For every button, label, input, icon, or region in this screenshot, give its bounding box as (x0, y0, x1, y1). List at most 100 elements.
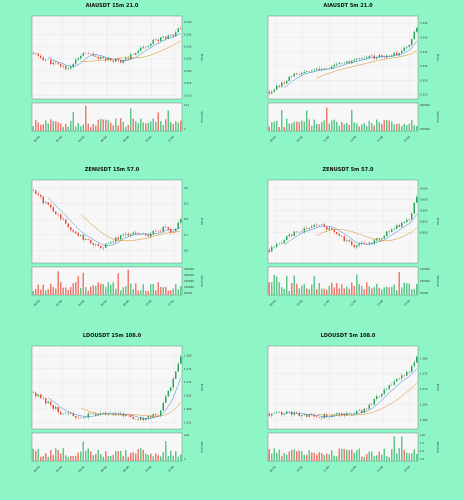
volume-bar (162, 125, 164, 131)
candle-body (50, 204, 52, 208)
chart-panel-0: AIAUSDT 15m 21.0 0.340 0.335 0.330 0.325 0.3… (12, 3, 212, 153)
volume-bar (180, 286, 182, 295)
volume-tick-label: 50000 (420, 291, 429, 295)
volume-bar (361, 456, 363, 461)
y-axis-label: Price (200, 218, 204, 225)
candle-body (40, 394, 42, 399)
volume-bar (167, 110, 169, 131)
volume-axes (267, 102, 419, 132)
volume-bar (172, 455, 174, 461)
volume-bar (70, 120, 72, 131)
candle-body (97, 413, 99, 416)
candle-body (167, 390, 169, 397)
volume-bar (152, 456, 154, 461)
candle-body (125, 58, 127, 61)
volume-axes (267, 432, 419, 462)
candle-body (72, 230, 74, 232)
volume-bar (368, 451, 370, 461)
volume-bar (313, 276, 315, 295)
candle-body (72, 413, 74, 417)
volume-bar (343, 448, 345, 461)
volume-bar (147, 454, 149, 461)
volume-bar (393, 284, 395, 295)
volume-bar (281, 109, 283, 131)
volume-bar (398, 272, 400, 295)
candle-body (157, 39, 159, 42)
volume-bar (102, 119, 104, 131)
candle-body (35, 53, 37, 54)
volume-bar (170, 450, 172, 461)
volume-bar (132, 288, 134, 295)
volume-bar (177, 456, 179, 461)
y-tick-label: 0.325 (420, 78, 428, 82)
candle-body (373, 55, 375, 59)
volume-bar (52, 120, 54, 131)
volume-bar (77, 276, 79, 295)
candle-body (37, 53, 39, 56)
x-tick-label: 12:00 (167, 135, 175, 143)
moving-average-long (316, 227, 417, 242)
candle-body (167, 227, 169, 230)
candle-body (125, 414, 127, 416)
candle-body (376, 396, 378, 400)
candle-body (160, 410, 162, 416)
candle-body (50, 401, 52, 405)
volume-bar (155, 121, 157, 131)
volume-bar (90, 286, 92, 295)
candle-body (306, 71, 308, 72)
candle-body (85, 239, 87, 240)
volume-bar (167, 290, 169, 295)
chart-panel-1: AIAUSDT 5m 21.0 0.345 0.340 0.335 0.330 0.32… (248, 3, 448, 153)
volume-bar (150, 284, 152, 295)
volume-bar (45, 290, 47, 295)
candle-body (77, 58, 79, 60)
volume-bar (110, 456, 112, 461)
volume-bar (125, 449, 127, 461)
volume-tick-label: 400000 (420, 103, 430, 107)
volume-tick-label: 1.5 (420, 441, 424, 445)
y-tick-label: 8.900 (420, 209, 428, 213)
candle-body (140, 417, 142, 420)
volume-bar (152, 283, 154, 295)
volume-bar (45, 453, 47, 461)
candle-body (341, 413, 343, 415)
volume-bar (107, 120, 109, 131)
candle-body (281, 242, 283, 244)
candle-body (373, 399, 375, 405)
volume-bar (403, 449, 405, 461)
candle-body (336, 413, 338, 415)
volume-bar (268, 282, 270, 295)
volume-bar (353, 452, 355, 461)
candle-body (170, 229, 172, 233)
volume-bar (40, 456, 42, 461)
volume-axis-label: Volume (200, 441, 204, 452)
volume-bar (376, 283, 378, 295)
candle-body (393, 52, 395, 56)
volume-bar (165, 119, 167, 131)
candle-body (286, 411, 288, 414)
candle-body (303, 71, 305, 73)
x-tick-label: 04:00 (77, 465, 85, 473)
candle-body (82, 53, 84, 56)
volume-bar (346, 122, 348, 131)
candle-body (55, 211, 57, 215)
candle-body (398, 378, 400, 380)
candle-body (55, 406, 57, 409)
candle-body (303, 228, 305, 232)
candle-body (37, 394, 39, 397)
volume-bar (67, 289, 69, 295)
volume-bar (157, 112, 159, 131)
moving-average-short (284, 213, 417, 246)
candle-body (376, 238, 378, 241)
volume-bar (346, 449, 348, 461)
volume-bar (170, 290, 172, 295)
candle-body (67, 412, 69, 414)
volume-bar (398, 123, 400, 131)
candle-body (293, 412, 295, 415)
moving-average-long (80, 214, 181, 242)
moving-average-long (80, 40, 181, 62)
candle-body (401, 50, 403, 54)
volume-bar (403, 123, 405, 131)
candle-body (50, 59, 52, 65)
candle-body (75, 59, 77, 64)
